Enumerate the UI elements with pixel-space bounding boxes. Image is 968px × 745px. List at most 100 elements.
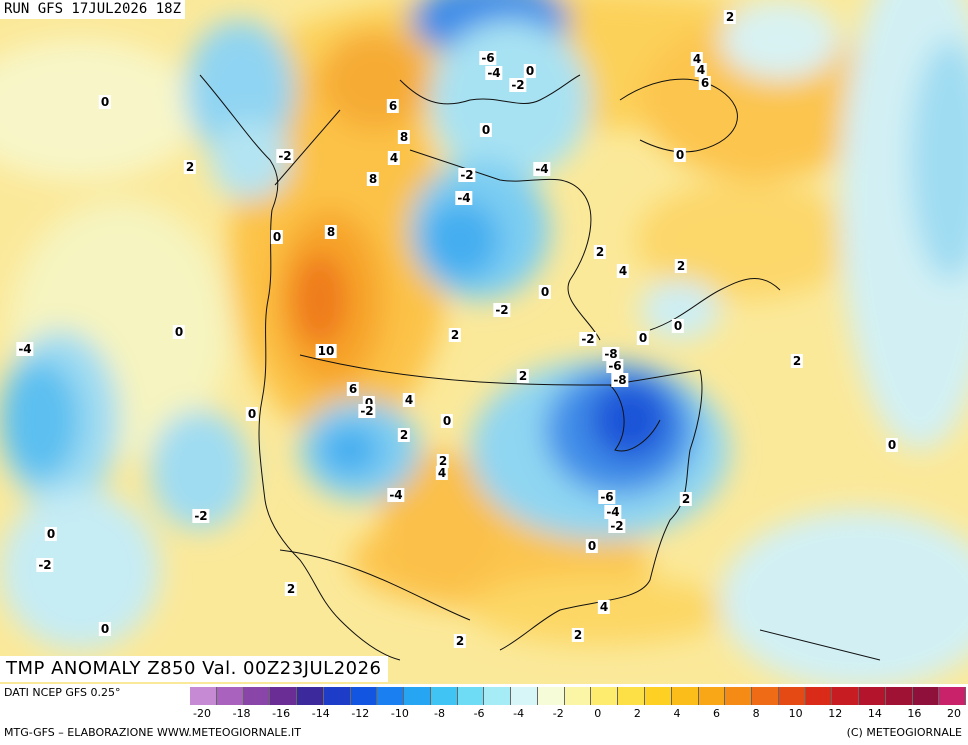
- colorbar-tick: -8: [433, 707, 445, 720]
- contour-value-label: 2: [674, 259, 688, 273]
- data-source-label: DATI NCEP GFS 0.25°: [4, 686, 121, 699]
- colorbar-cell: [537, 687, 565, 705]
- colorbar-cell: [671, 687, 699, 705]
- contour-value-label: -2: [493, 303, 511, 317]
- colorbar-tick: -14: [311, 707, 330, 720]
- contour-value-label: -8: [602, 347, 620, 361]
- contour-value-label: -2: [579, 332, 597, 346]
- contour-value-label: 0: [44, 527, 58, 541]
- contour-value-label: 6: [346, 382, 360, 396]
- contour-value-label: 0: [523, 64, 537, 78]
- contour-value-label: 2: [593, 245, 607, 259]
- colorbar-tick: 10: [788, 707, 803, 720]
- colorbar-cell: [243, 687, 271, 705]
- contour-value-label: 0: [98, 622, 112, 636]
- colorbar-tick: -2: [552, 707, 564, 720]
- colorbar-tick-labels: -20 -18 -16 -14 -12 -10 -8 -6 -4 -2 0 2 4 6 8 10 12 14 16 2…: [190, 707, 966, 721]
- colorbar-tick: -4: [513, 707, 525, 720]
- contour-labels: 0 2 -2 6 8 4 8 -6 -4 0 -2 0 -2 -4 -4 0 8 2 4 2 0 -2 2 0 -4 -2 -8 0 0…: [16, 10, 899, 648]
- contour-value-label: 0: [538, 285, 552, 299]
- colorbar-cell: [939, 687, 967, 705]
- contour-value-label: -8: [611, 373, 629, 387]
- colorbar-cell: [270, 687, 298, 705]
- contour-value-label: 8: [397, 130, 411, 144]
- contour-value-label: 0: [585, 539, 599, 553]
- contour-value-label: -4: [604, 505, 622, 519]
- contour-value-label: 4: [402, 393, 416, 407]
- contour-value-label: 8: [366, 172, 380, 186]
- contour-value-label: 2: [453, 634, 467, 648]
- colorbar-cell: [511, 687, 538, 705]
- colorbar-cell: [323, 687, 351, 705]
- colorbar-tick: 12: [828, 707, 843, 720]
- colorbar-cell: [859, 687, 886, 705]
- contour-value-label: 2: [448, 328, 462, 342]
- contour-value-label: 6: [386, 99, 400, 113]
- colorbar-cell: [216, 687, 244, 705]
- contour-value-label: 0: [245, 407, 259, 421]
- contour-value-label: 4: [387, 151, 401, 165]
- contour-value-label: 2: [183, 160, 197, 174]
- map-title: TMP ANOMALY Z850 Val. 00Z23JUL2026: [0, 656, 388, 682]
- contour-value-label: -6: [606, 359, 624, 373]
- contour-value-label: -2: [358, 404, 376, 418]
- colorbar-cell: [190, 687, 217, 705]
- contour-value-label: -4: [485, 66, 503, 80]
- contour-value-label: 4: [435, 466, 449, 480]
- contour-value-label: 0: [671, 319, 685, 333]
- contour-value-label: 2: [790, 354, 804, 368]
- colorbar-tick: 14: [867, 707, 882, 720]
- colorbar-cell: [912, 687, 940, 705]
- contour-value-label: -2: [192, 509, 210, 523]
- contour-value-label: 2: [679, 492, 693, 506]
- contour-value-label: 0: [270, 230, 284, 244]
- contour-value-label: -2: [509, 78, 527, 92]
- colorbar-cell: [297, 687, 324, 705]
- colorbar-tick: 8: [752, 707, 760, 720]
- colorbar-cell: [350, 687, 378, 705]
- contour-value-label: 0: [440, 414, 454, 428]
- run-label: RUN GFS 17JUL2026 18Z: [0, 0, 186, 19]
- contour-value-label: 0: [479, 123, 493, 137]
- contour-value-label: 2: [436, 454, 450, 468]
- colorbar-cell: [404, 687, 431, 705]
- colorbar-cell: [484, 687, 512, 705]
- contour-value-label: 0: [172, 325, 186, 339]
- contour-value-label: -2: [36, 558, 54, 572]
- colorbar-tick: -6: [473, 707, 485, 720]
- colorbar-cell: [591, 687, 619, 705]
- contour-value-label: -6: [479, 51, 497, 65]
- contour-value-label: 2: [723, 10, 737, 24]
- colorbar-cell: [645, 687, 672, 705]
- colorbar-cell: [457, 687, 485, 705]
- colorbar-cell: [778, 687, 806, 705]
- colorbar-cell: [805, 687, 833, 705]
- colorbar-tick: 2: [633, 707, 641, 720]
- footer: DATI NCEP GFS 0.25° -20 -18 -16 -14 -12 -10 -8…: [0, 684, 968, 745]
- colorbar-tick: 4: [673, 707, 681, 720]
- colorbar-cell: [885, 687, 913, 705]
- processing-credit: MTG-GFS – ELABORAZIONE WWW.METEOGIORNALE…: [4, 726, 301, 739]
- contour-value-label: 4: [616, 264, 630, 278]
- contour-value-label: 6: [698, 76, 712, 90]
- contour-value-label: -2: [608, 519, 626, 533]
- colorbar-cell: [832, 687, 860, 705]
- contour-value-label: -4: [387, 488, 405, 502]
- contour-value-label: -4: [16, 342, 34, 356]
- contour-value-label: 2: [571, 628, 585, 642]
- contour-value-label: 0: [885, 438, 899, 452]
- contour-value-label: 4: [694, 63, 708, 77]
- contour-value-label: 10: [315, 344, 337, 358]
- contour-value-label: 2: [516, 369, 530, 383]
- colorbar-tick: 20: [947, 707, 961, 720]
- colorbar-tick: 0: [594, 707, 602, 720]
- contour-value-label: 8: [324, 225, 338, 239]
- contour-value-label: 0: [98, 95, 112, 109]
- contour-value-label: -4: [533, 162, 551, 176]
- colorbar-tick: -16: [272, 707, 291, 720]
- colorbar-tick: -20: [193, 707, 211, 720]
- colorbar-tick: -18: [232, 707, 251, 720]
- contour-value-label: -2: [276, 149, 294, 163]
- contour-value-label: 0: [673, 148, 687, 162]
